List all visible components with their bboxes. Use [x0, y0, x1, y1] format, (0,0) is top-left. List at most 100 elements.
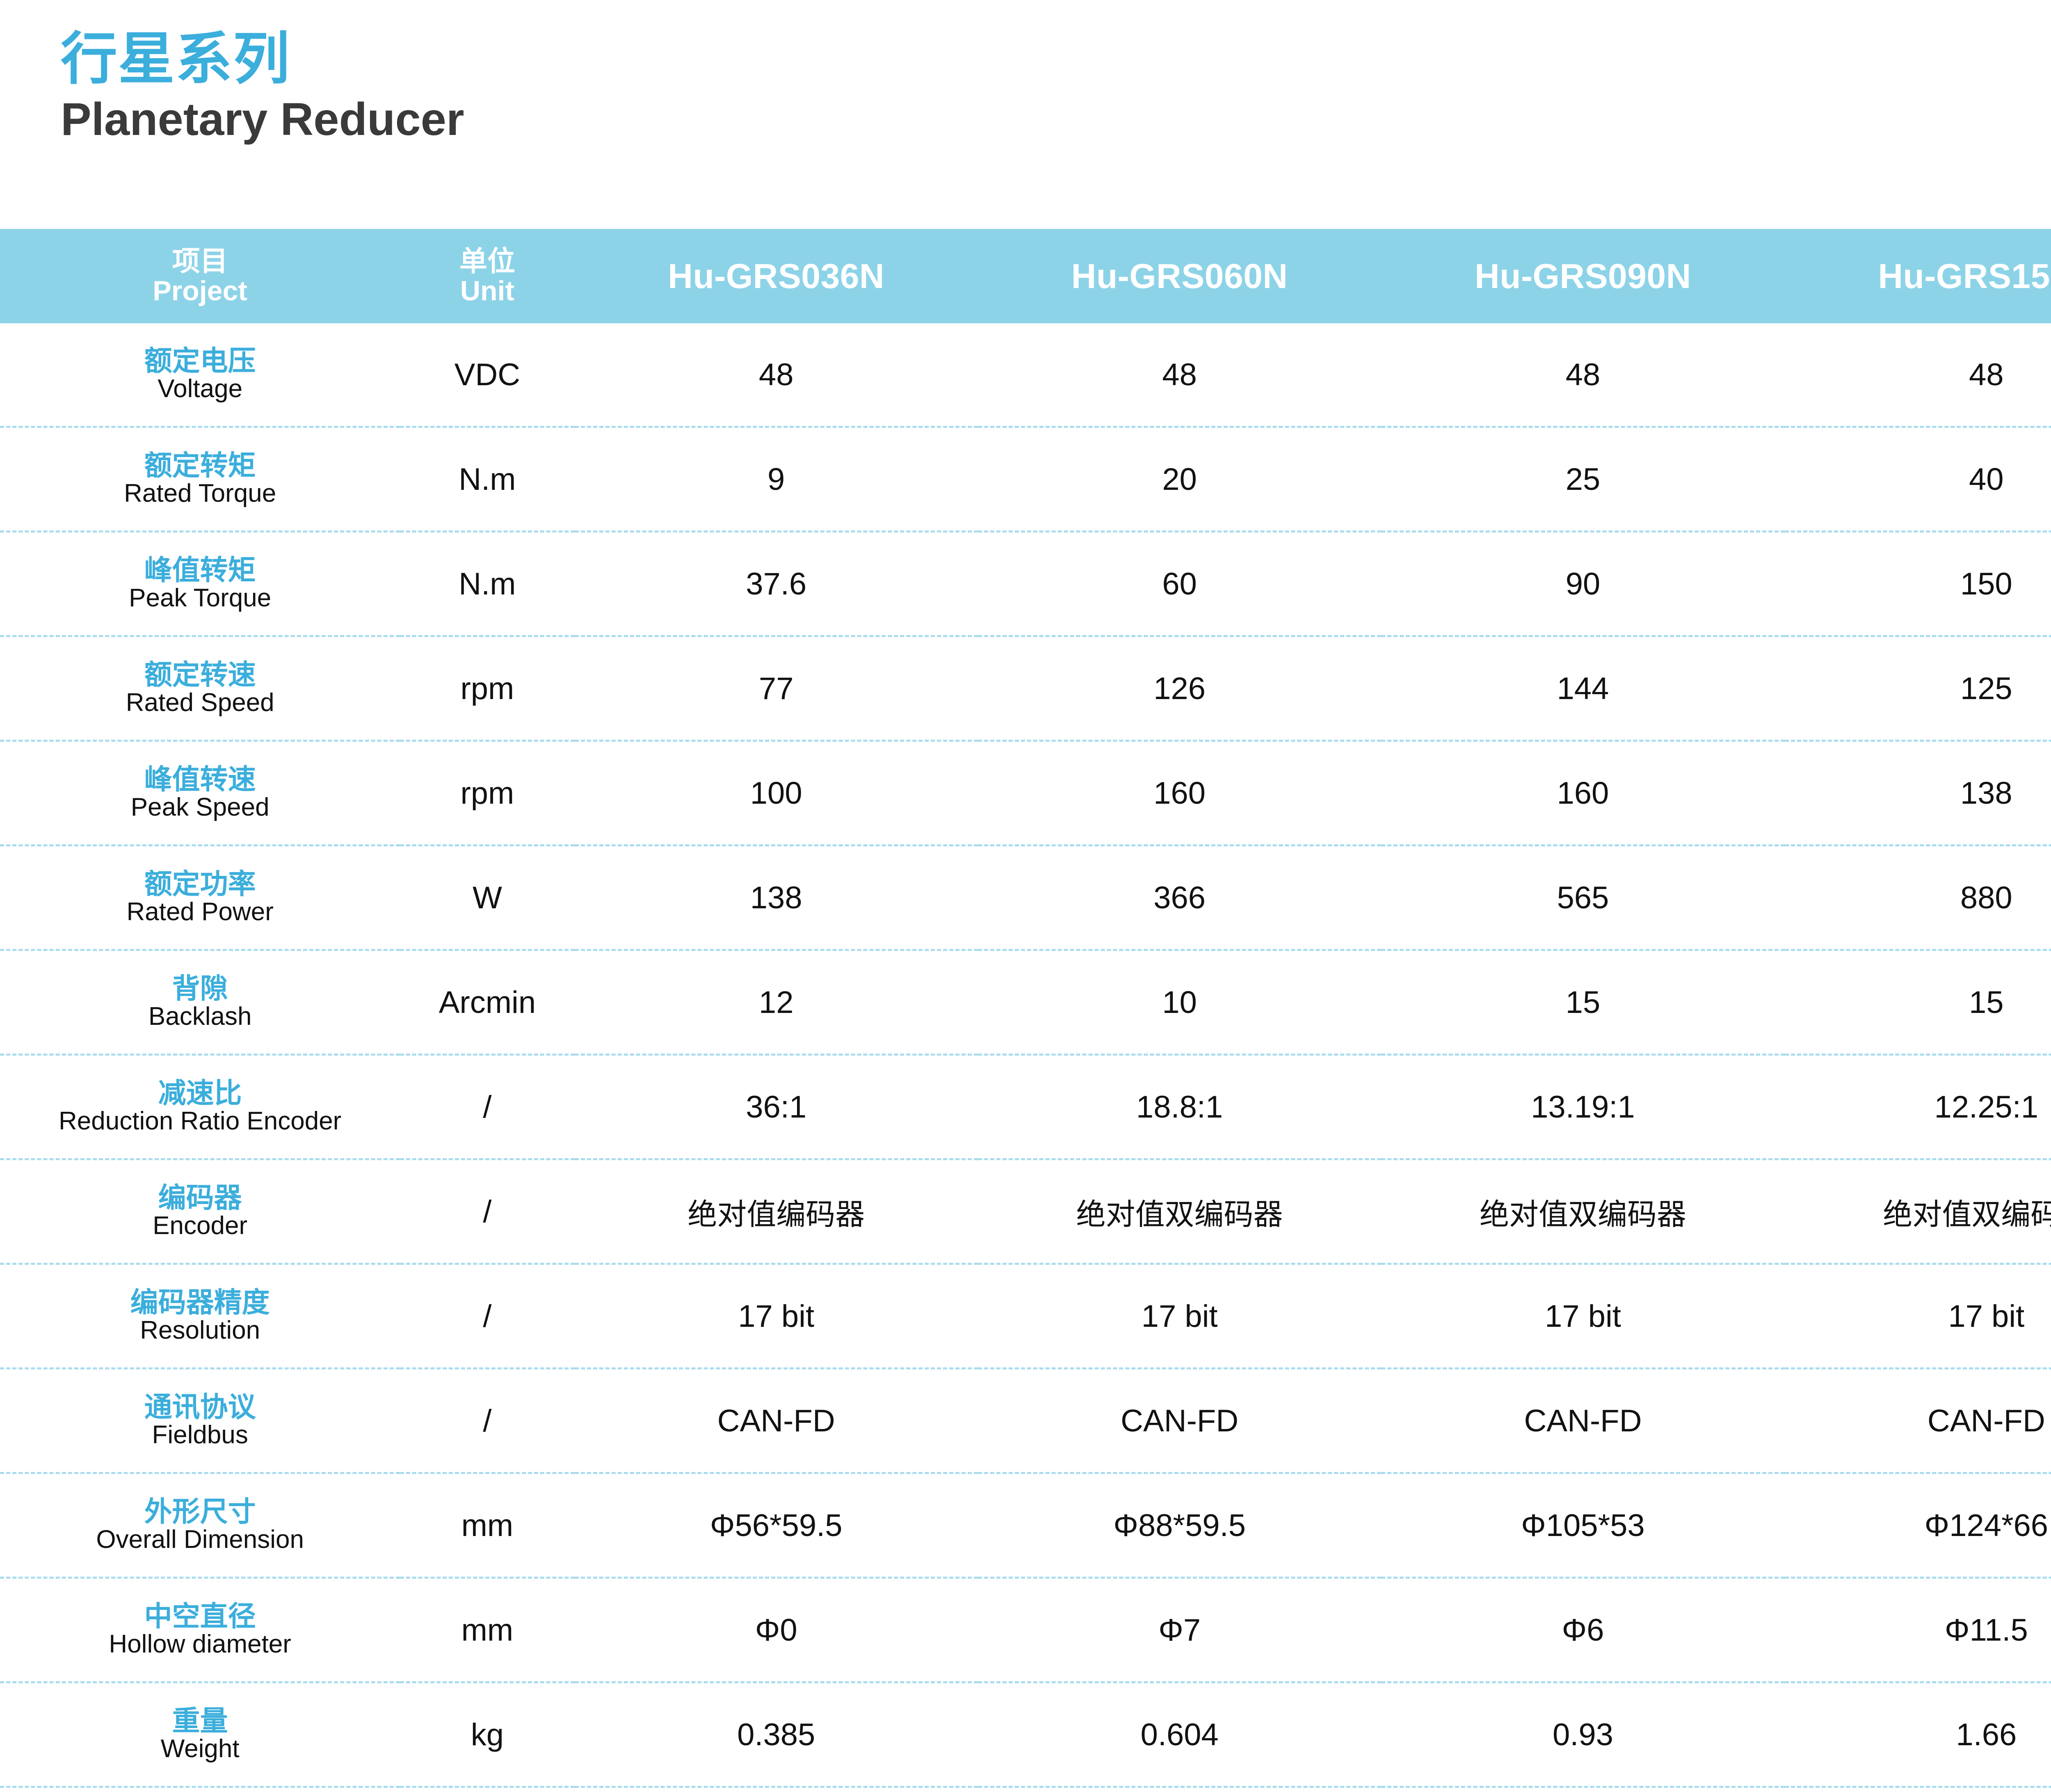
column-header-model-2: Hu-GRS060N	[978, 229, 1382, 323]
row-label-en: Peak Speed	[130, 793, 270, 822]
cell-r10-c0: CAN-FD	[574, 1368, 978, 1474]
cell-r12-c0: Φ0	[574, 1577, 978, 1683]
row-label-en: Overall Dimension	[96, 1525, 304, 1554]
cell-r1-c2: 25	[1381, 427, 1785, 533]
row-label-8: 编码器 Encoder	[0, 1159, 400, 1265]
table-row: 减速比 Reduction Ratio Encoder/36:1 18.8:1 13.…	[0, 1054, 2051, 1160]
cell-r1-c0: 9	[574, 427, 978, 533]
specifications-table: 项目 Project 单位 Unit Hu-GRS036N Hu-GRS060N…	[0, 229, 2051, 1788]
cell-r11-c0: Φ56*59.5	[574, 1473, 978, 1579]
row-label-cn: 编码器	[158, 1182, 242, 1214]
cell-r0-c3: 48	[1784, 323, 2051, 428]
row-label-2: 峰值转矩 Peak Torque	[0, 531, 400, 637]
column-header-unit-cn: 单位	[459, 245, 515, 277]
cell-r6-c0: 12	[574, 950, 978, 1056]
row-label-cn: 峰值转速	[144, 764, 256, 795]
row-unit-7: /	[400, 1054, 575, 1160]
cell-r4-c3: 138	[1784, 741, 2051, 846]
row-label-13: 重量 Weight	[0, 1682, 400, 1788]
cell-r13-c2: 0.93	[1381, 1682, 1785, 1788]
row-label-en: Encoder	[153, 1211, 248, 1240]
cell-r10-c2: CAN-FD	[1381, 1368, 1785, 1474]
table-row: 外形尺寸 Overall Dimension mm Φ56*59.5 Φ88*59.5 Φ…	[0, 1473, 2051, 1579]
row-unit-9: /	[400, 1264, 575, 1369]
row-unit-6: Arcmin	[400, 950, 575, 1056]
table-row: 额定转速 Rated Speed rpm 77 126 144 125	[0, 636, 2051, 742]
cell-r12-c2: Φ6	[1381, 1577, 1785, 1683]
cell-r13-c3: 1.66	[1784, 1682, 2051, 1788]
page-title-en: Planetary Reducer	[61, 94, 464, 145]
column-header-model-4: Hu-GRS150N	[1784, 229, 2051, 323]
row-label-9: 编码器精度 Resolution	[0, 1264, 400, 1369]
cell-r3-c1: 126	[978, 636, 1382, 742]
row-label-en: Rated Torque	[124, 479, 276, 508]
cell-r10-c3: CAN-FD	[1784, 1368, 2051, 1474]
cell-r11-c1: Φ88*59.5	[978, 1473, 1382, 1579]
column-header-unit: 单位 Unit	[400, 229, 575, 323]
cell-r3-c2: 144	[1381, 636, 1785, 742]
page-title-cn: 行星系列	[61, 27, 291, 91]
row-label-11: 外形尺寸 Overall Dimension	[0, 1473, 400, 1579]
cell-r2-c3: 150	[1784, 531, 2051, 637]
cell-r4-c0: 100	[574, 741, 978, 846]
cell-r1-c1: 20	[978, 427, 1382, 533]
cell-r11-c3: Φ124*66	[1784, 1473, 2051, 1579]
table-row: 额定转矩 Rated Torque N.m 9 20 25 40	[0, 427, 2051, 533]
row-label-4: 峰值转速 Peak Speed	[0, 741, 400, 846]
table-body: 额定电压 Voltage VDC 48 48 48 48 额定转矩 Rated Torque N.…	[0, 323, 2051, 1788]
cell-r7-c2: 13.19:1	[1381, 1054, 1785, 1160]
cell-r11-c2: Φ105*53	[1381, 1473, 1785, 1579]
row-label-cn: 中空直径	[144, 1601, 256, 1632]
row-label-1: 额定转矩 Rated Torque	[0, 427, 400, 533]
row-label-cn: 通讯协议	[144, 1392, 256, 1423]
table-row: 背隙 Backlash Arcmin 12 10 15 15	[0, 950, 2051, 1056]
table-row: 额定电压 Voltage VDC 48 48 48 48	[0, 323, 2051, 428]
cell-r0-c0: 48	[574, 323, 978, 428]
cell-r6-c3: 15	[1784, 950, 2051, 1056]
cell-r12-c3: Φ11.5	[1784, 1577, 2051, 1683]
row-unit-12: mm	[400, 1577, 575, 1683]
table-row: 峰值转矩 Peak Torque N.m 37.6 60 90 150	[0, 531, 2051, 637]
row-unit-11: mm	[400, 1473, 575, 1579]
row-unit-8: /	[400, 1159, 575, 1265]
cell-r7-c3: 12.25:1	[1784, 1054, 2051, 1160]
row-label-en: Voltage	[158, 375, 243, 403]
row-label-cn: 编码器精度	[130, 1287, 270, 1319]
cell-r2-c0: 37.6	[574, 531, 978, 637]
cell-r8-c0: 绝对值编码器	[574, 1159, 978, 1265]
cell-r9-c0: 17 bit	[574, 1264, 978, 1369]
cell-r2-c2: 90	[1381, 531, 1785, 637]
cell-r6-c1: 10	[978, 950, 1382, 1056]
row-label-cn: 重量	[172, 1705, 228, 1737]
cell-r5-c0: 138	[574, 845, 978, 951]
cell-r13-c1: 0.604	[978, 1682, 1382, 1788]
row-unit-1: N.m	[400, 427, 575, 533]
row-label-en: Rated Speed	[126, 688, 274, 717]
cell-r7-c0: 36:1	[574, 1054, 978, 1160]
row-label-en: Reduction Ratio Encoder	[59, 1107, 342, 1136]
row-unit-0: VDC	[400, 323, 575, 428]
cell-r9-c2: 17 bit	[1381, 1264, 1785, 1369]
cell-r3-c0: 77	[574, 636, 978, 742]
cell-r8-c2: 绝对值双编码器	[1381, 1159, 1785, 1265]
cell-r5-c2: 565	[1381, 845, 1785, 951]
column-header-project-cn: 项目	[172, 245, 228, 277]
row-label-en: Fieldbus	[152, 1421, 248, 1449]
row-label-cn: 额定转速	[144, 659, 256, 691]
cell-r1-c3: 40	[1784, 427, 2051, 533]
column-header-model-1: Hu-GRS036N	[574, 229, 978, 323]
table-row: 编码器精度 Resolution/17 bit 17 bit 17 bit 17 bit	[0, 1264, 2051, 1369]
row-unit-13: kg	[400, 1682, 575, 1788]
cell-r2-c1: 60	[978, 531, 1382, 637]
cell-r7-c1: 18.8:1	[978, 1054, 1382, 1160]
row-label-cn: 额定转矩	[144, 450, 256, 482]
column-header-project-en: Project	[153, 275, 247, 306]
row-label-en: Peak Torque	[129, 584, 272, 613]
cell-r4-c2: 160	[1381, 741, 1785, 846]
column-header-project: 项目 Project	[0, 229, 400, 323]
cell-r0-c2: 48	[1381, 323, 1785, 428]
table-header-row: 项目 Project 单位 Unit Hu-GRS036N Hu-GRS060N…	[0, 229, 2051, 323]
row-label-en: Hollow diameter	[109, 1630, 291, 1659]
